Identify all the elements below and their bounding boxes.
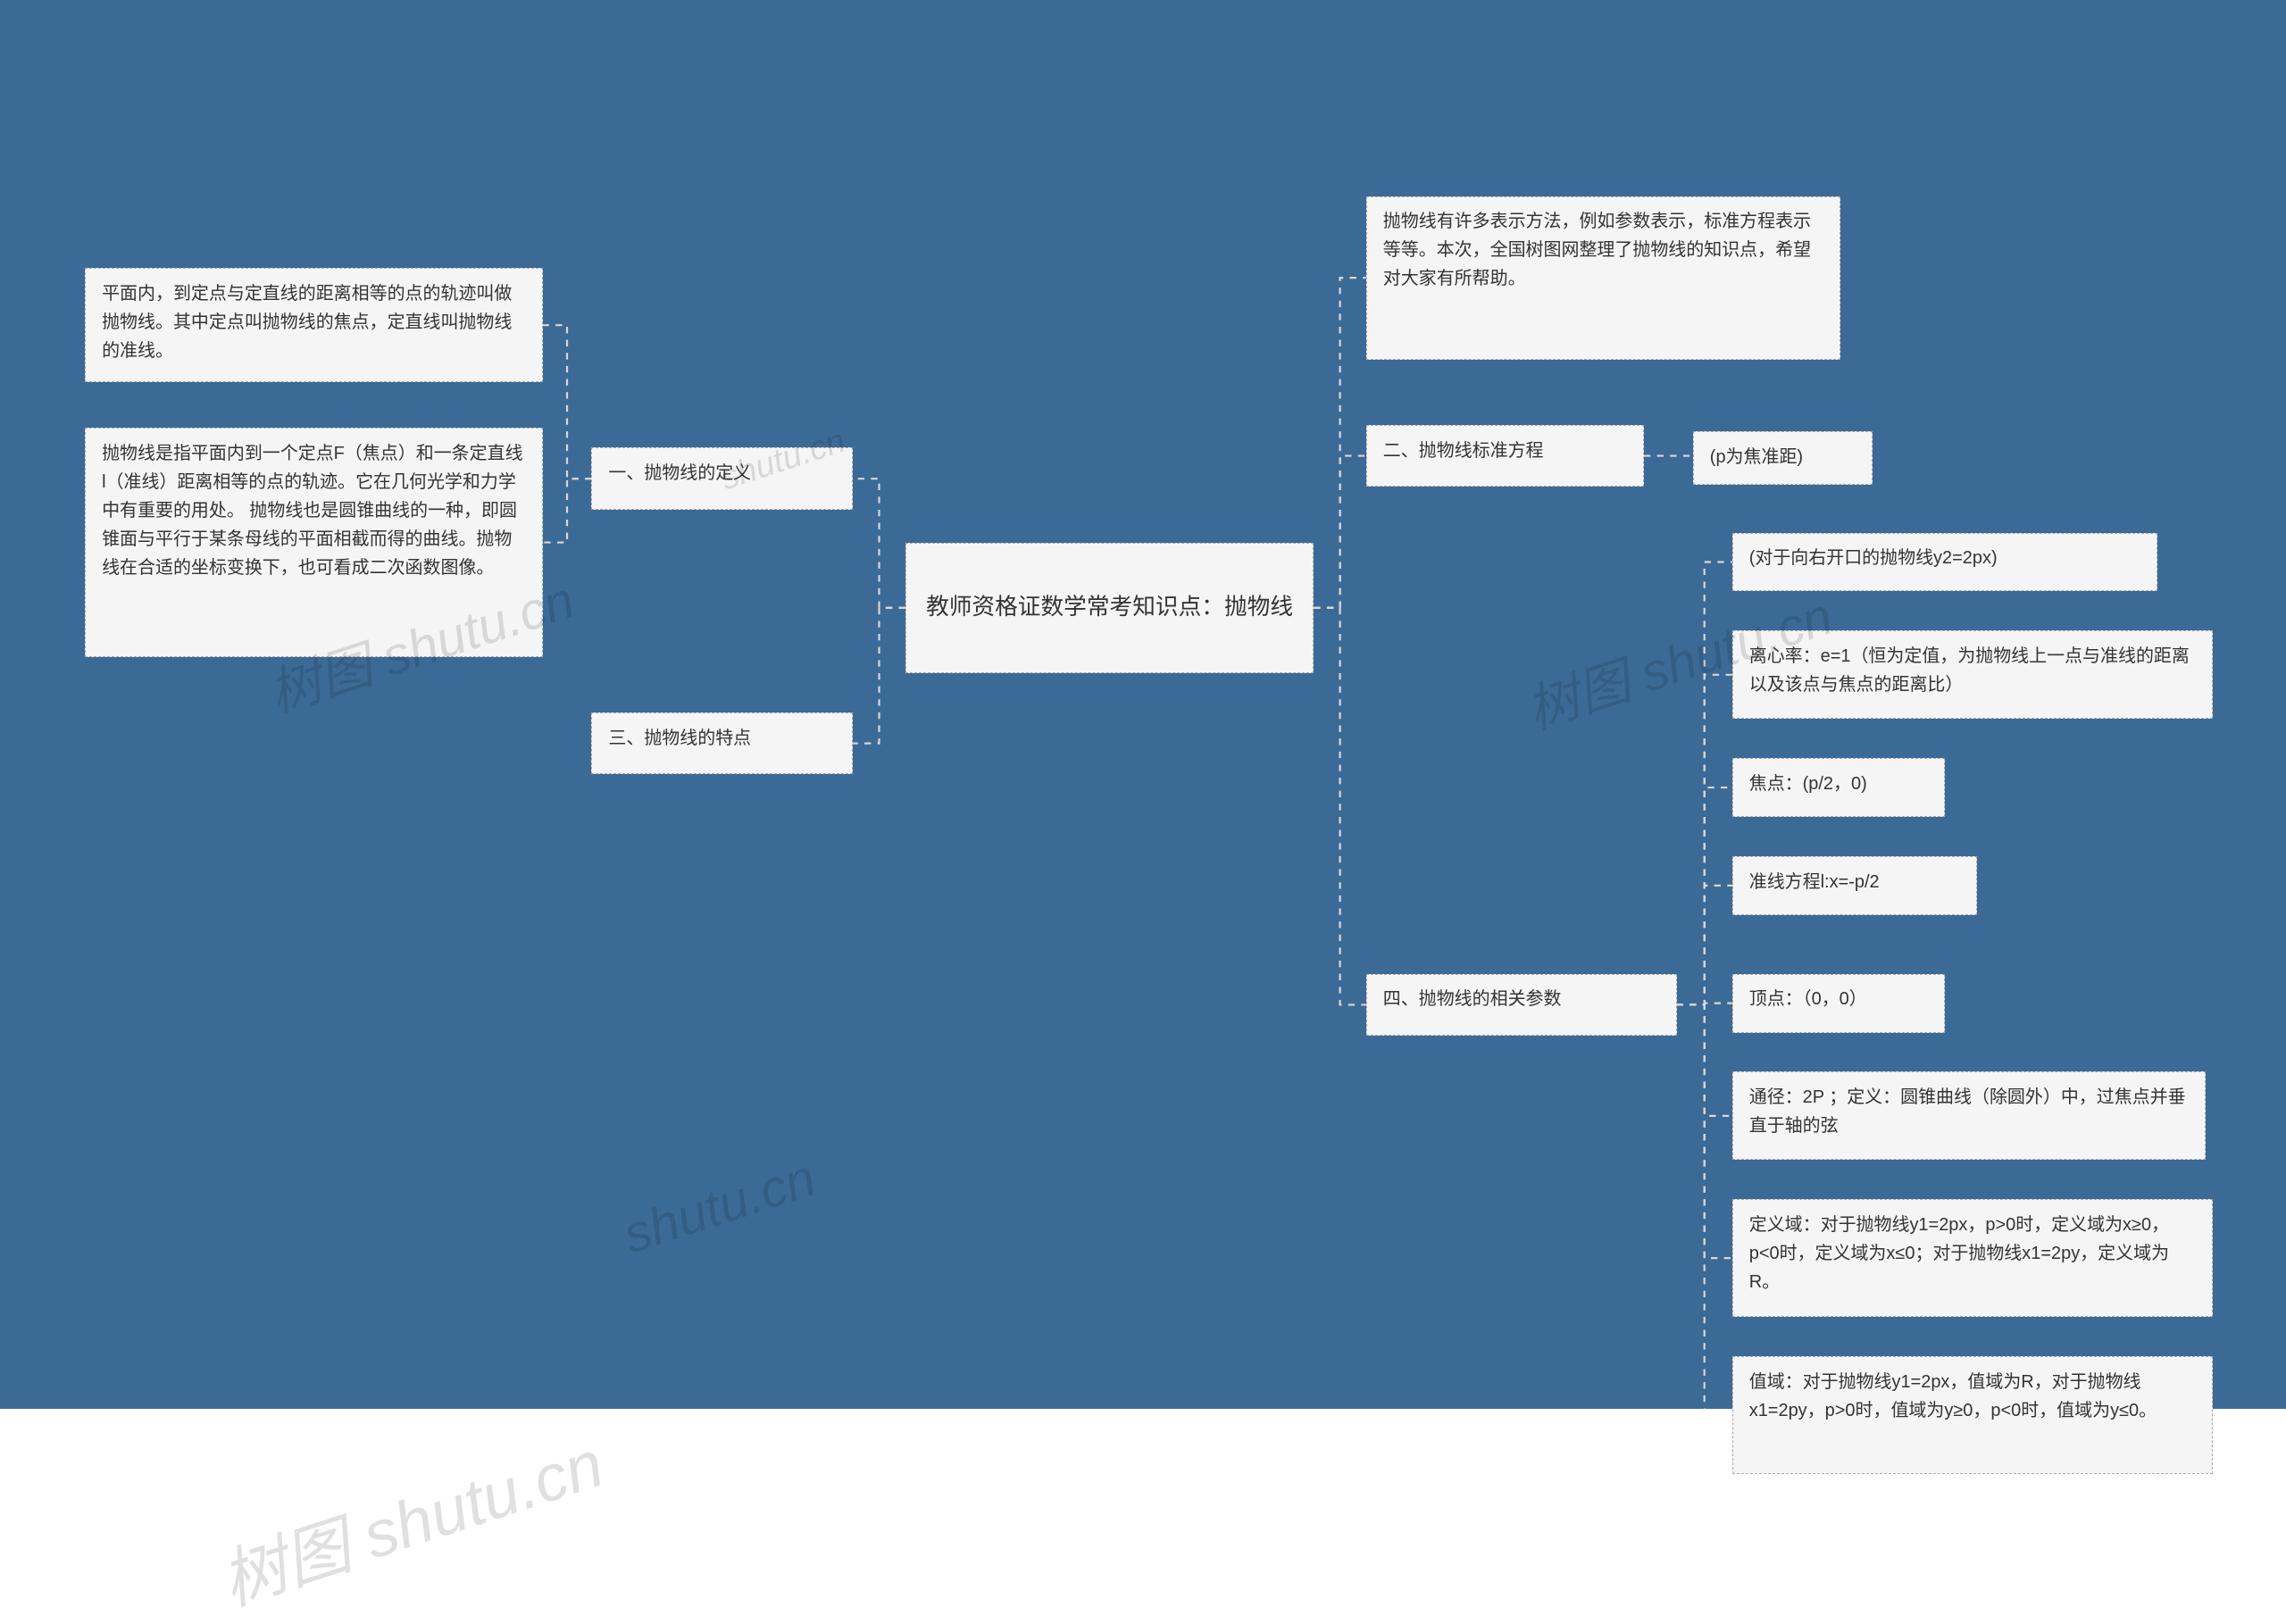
node-b1c2[interactable]: 抛物线是指平面内到一个定点F（焦点）和一条定直线l（准线）距离相等的点的轨迹。它… (85, 428, 542, 656)
node-b2c1[interactable]: (p为焦准距) (1693, 431, 1873, 485)
connector (1314, 278, 1366, 608)
connector (1677, 1004, 1732, 1409)
connector (1314, 456, 1366, 608)
connector (1677, 1004, 1732, 1115)
connector (1677, 1004, 1732, 1258)
node-b4[interactable]: 四、抛物线的相关参数 (1366, 974, 1677, 1037)
connector (1677, 562, 1732, 1005)
node-root[interactable]: 教师资格证数学常考知识点：抛物线 (905, 543, 1314, 673)
node-b2[interactable]: 二、抛物线标准方程 (1366, 425, 1644, 487)
node-b4c3[interactable]: 准线方程l:x=-p/2 (1732, 856, 1978, 915)
node-b4c0[interactable]: (对于向右开口的抛物线y2=2px) (1732, 533, 2157, 592)
watermark: shutu.cn (616, 1147, 822, 1265)
connector (543, 325, 592, 479)
node-b4c4[interactable]: 顶点：（0，0） (1732, 974, 1945, 1033)
connector (1677, 675, 1732, 1005)
node-b4c7[interactable]: 值域：对于抛物线y1=2px，值域为R，对于抛物线x1=2py，p>0时，值域为… (1732, 1356, 2213, 1474)
connector (1677, 886, 1732, 1005)
node-b4c1[interactable]: 离心率：e=1（恒为定值，为抛物线上一点与准线的距离以及该点与焦点的距离比） (1732, 630, 2213, 719)
node-b3[interactable]: 三、抛物线的特点 (591, 712, 853, 775)
connector (1677, 787, 1732, 1004)
node-b1c1[interactable]: 平面内，到定点与定直线的距离相等的点的轨迹叫做抛物线。其中定点叫抛物线的焦点，定… (85, 268, 542, 382)
connector (1314, 608, 1366, 1005)
mindmap-canvas: 教师资格证数学常考知识点：抛物线一、抛物线的定义 平面内，到定点与定直线的距离相等… (0, 0, 2286, 1409)
connector (543, 479, 592, 542)
node-b2intro[interactable]: 抛物线有许多表示方法，例如参数表示，标准方程表示等等。本次，全国树图网整理了抛物… (1366, 196, 1840, 360)
node-b4c2[interactable]: 焦点：(p/2，0) (1732, 758, 1945, 817)
node-b4c6[interactable]: 定义域：对于抛物线y1=2px，p>0时，定义域为x≥0，p<0时，定义域为x≤… (1732, 1199, 2213, 1317)
connector (853, 479, 905, 608)
node-b1[interactable]: 一、抛物线的定义 (591, 447, 853, 510)
watermark: 树图 shutu.cn (207, 1412, 613, 1624)
connector (853, 608, 905, 744)
connector (1677, 1004, 1732, 1005)
node-b4c5[interactable]: 通径：2P ；定义：圆锥曲线（除圆外）中，过焦点并垂直于轴的弦 (1732, 1071, 2207, 1160)
